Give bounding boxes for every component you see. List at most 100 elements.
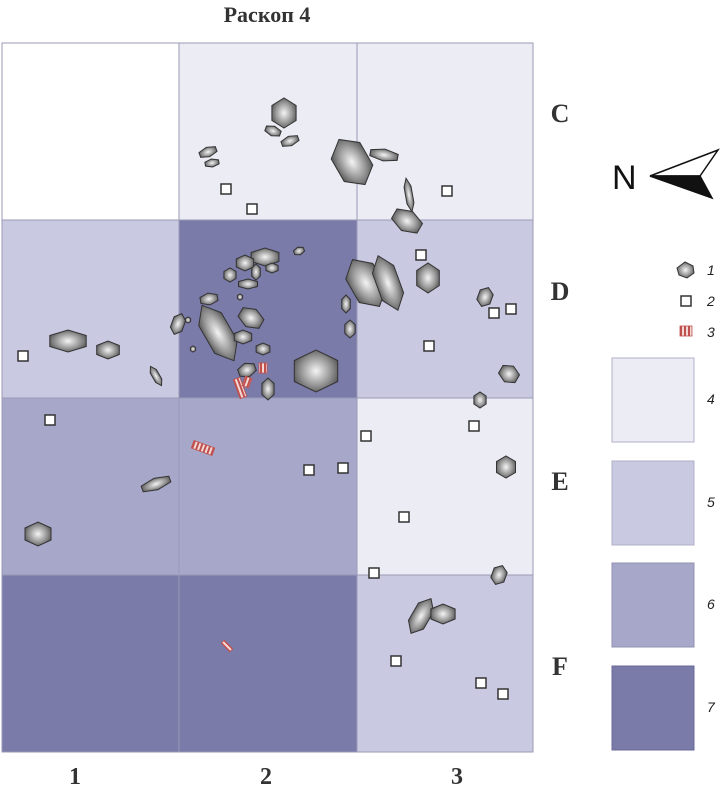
square-marker-icon bbox=[441, 185, 453, 197]
stone-icon bbox=[233, 329, 253, 345]
legend-number-5: 5 bbox=[707, 494, 715, 510]
stone-icon bbox=[199, 292, 219, 306]
row-label-d: D bbox=[551, 277, 570, 306]
square-marker-icon bbox=[303, 464, 315, 476]
column-label-3: 3 bbox=[451, 764, 463, 790]
grid-cell-f3 bbox=[356, 574, 534, 753]
stone-icon bbox=[261, 377, 275, 401]
square-marker-icon bbox=[246, 203, 258, 215]
hatched-finds bbox=[190, 362, 268, 653]
hatched-rect-icon bbox=[220, 639, 234, 653]
legend: 1 2 3 4 5 6 7 bbox=[611, 261, 716, 751]
stone-icon bbox=[371, 254, 405, 312]
square-marker-icon bbox=[44, 414, 56, 426]
legend-number-1: 1 bbox=[707, 262, 715, 278]
square-marker-icon bbox=[337, 462, 349, 474]
hatched-rect-icon bbox=[679, 325, 693, 337]
legend-item-7: 7 bbox=[611, 665, 716, 751]
legend-item-1: 1 bbox=[676, 261, 715, 279]
stone-icon bbox=[430, 603, 456, 625]
square-marker-icon bbox=[468, 420, 480, 432]
stone-icon bbox=[271, 97, 297, 129]
stone-icon bbox=[96, 340, 120, 360]
row-label-c: C bbox=[551, 99, 570, 128]
north-label: N bbox=[612, 159, 637, 197]
grid-cell-e2 bbox=[178, 397, 358, 576]
square-marker-icon bbox=[505, 303, 517, 315]
stone-icon bbox=[49, 329, 87, 353]
square-finds bbox=[17, 183, 517, 700]
stone-icon bbox=[250, 247, 280, 267]
hatched-rect-icon bbox=[258, 362, 268, 374]
row-label-f: F bbox=[552, 652, 568, 681]
stone-icon bbox=[237, 307, 265, 329]
hatched-rect-icon bbox=[190, 439, 216, 457]
stone-icon bbox=[676, 261, 695, 279]
square-marker-icon bbox=[398, 511, 410, 523]
stone-icon bbox=[223, 267, 237, 283]
stone-finds bbox=[24, 97, 521, 634]
grid-cell-e3 bbox=[356, 397, 534, 576]
stone-icon bbox=[264, 125, 282, 137]
stone-icon bbox=[24, 521, 52, 547]
grid-cell-c1 bbox=[1, 42, 180, 221]
stone-icon bbox=[344, 319, 356, 339]
legend-swatch-5 bbox=[611, 460, 695, 546]
stone-icon bbox=[390, 208, 424, 234]
square-marker-icon bbox=[390, 655, 402, 667]
grid-cell-d1 bbox=[1, 219, 180, 399]
square-marker-icon bbox=[423, 340, 435, 352]
stone-icon bbox=[293, 349, 339, 393]
legend-item-6: 6 bbox=[611, 562, 715, 648]
stone-icon bbox=[490, 565, 508, 585]
legend-number-6: 6 bbox=[707, 596, 715, 612]
stone-icon bbox=[184, 316, 192, 324]
stone-icon bbox=[198, 304, 238, 362]
square-marker-icon bbox=[17, 350, 29, 362]
stone-icon bbox=[416, 262, 440, 294]
stone-icon bbox=[265, 262, 279, 274]
stone-icon bbox=[189, 345, 197, 353]
square-marker-icon bbox=[368, 567, 380, 579]
stone-icon bbox=[204, 158, 220, 168]
legend-item-2: 2 bbox=[680, 293, 715, 309]
grid-cell-f1 bbox=[1, 574, 180, 753]
square-marker-icon bbox=[220, 183, 232, 195]
stone-icon bbox=[255, 342, 271, 356]
stone-icon bbox=[251, 263, 261, 281]
legend-item-5: 5 bbox=[611, 460, 715, 546]
square-marker-icon bbox=[415, 249, 427, 261]
stone-icon bbox=[280, 135, 300, 147]
stone-icon bbox=[198, 146, 218, 158]
square-marker-icon bbox=[488, 307, 500, 319]
stone-icon bbox=[496, 455, 516, 479]
stone-icon bbox=[497, 364, 521, 384]
stone-icon bbox=[292, 246, 306, 256]
stone-icon bbox=[149, 365, 163, 387]
stone-icon bbox=[140, 475, 172, 493]
grid-cell-c3 bbox=[356, 42, 534, 221]
square-marker-icon bbox=[497, 688, 509, 700]
stone-icon bbox=[238, 278, 258, 290]
hatched-rect-icon bbox=[241, 375, 253, 389]
grid-cell-f2 bbox=[178, 574, 358, 753]
stone-icon bbox=[369, 148, 399, 162]
north-arrow: N bbox=[612, 148, 720, 200]
hatched-rect-icon bbox=[232, 376, 248, 400]
column-label-2: 2 bbox=[260, 764, 272, 790]
row-label-e: E bbox=[551, 467, 568, 496]
stone-icon bbox=[236, 293, 244, 301]
column-label-1: 1 bbox=[69, 764, 81, 790]
legend-item-3: 3 bbox=[679, 324, 715, 340]
stone-icon bbox=[235, 254, 255, 272]
legend-number-2: 2 bbox=[706, 293, 715, 309]
legend-swatch-4 bbox=[611, 357, 695, 443]
legend-swatch-6 bbox=[611, 562, 695, 648]
legend-swatch-7 bbox=[611, 665, 695, 751]
stone-icon bbox=[237, 362, 257, 378]
square-marker-icon bbox=[475, 677, 487, 689]
stone-icon bbox=[330, 138, 374, 186]
square-marker-icon bbox=[360, 430, 372, 442]
north-arrow-icon bbox=[649, 148, 720, 200]
